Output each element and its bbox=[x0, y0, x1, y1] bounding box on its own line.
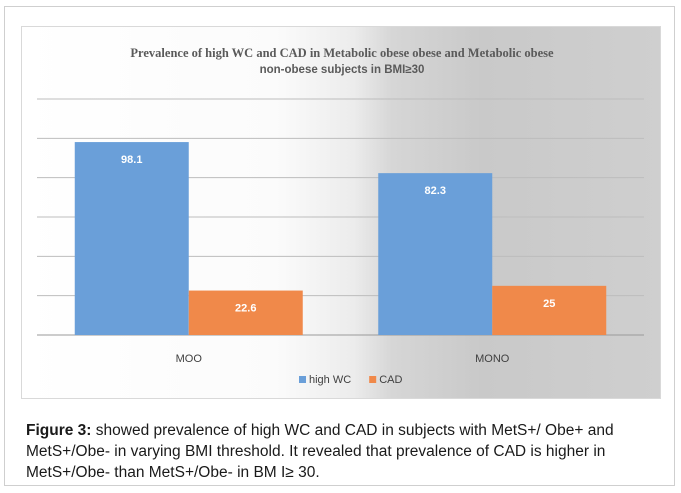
bar-high-wc-mono bbox=[378, 173, 493, 335]
chart-title-line2: non-obese subjects in BMI≥30 bbox=[259, 64, 425, 76]
data-label: 82.3 bbox=[425, 185, 446, 197]
category-label-mono: MONO bbox=[475, 353, 510, 365]
data-label: 25 bbox=[543, 298, 555, 310]
legend-swatch-cad bbox=[369, 376, 377, 383]
legend-label-cad: CAD bbox=[379, 374, 402, 386]
caption-text: showed prevalence of high WC and CAD in … bbox=[26, 422, 614, 481]
caption-label: Figure 3: bbox=[26, 422, 92, 439]
bar-chart: 98.1 22.6 MOO 82.3 25 MONO high WC CAD bbox=[37, 98, 644, 386]
bar-cad-moo bbox=[188, 290, 303, 335]
data-label: 98.1 bbox=[121, 154, 142, 166]
bar-high-wc-moo bbox=[74, 142, 189, 335]
category-label-moo: MOO bbox=[176, 353, 203, 365]
bar-cad-mono bbox=[492, 285, 607, 335]
legend-label-high-wc: high WC bbox=[309, 374, 351, 386]
chart-title: Prevalence of high WC and CAD in Metabol… bbox=[22, 45, 660, 79]
figure-caption: Figure 3: showed prevalence of high WC a… bbox=[26, 420, 666, 483]
legend-swatch-high-wc bbox=[299, 376, 306, 383]
data-label: 22.6 bbox=[235, 303, 256, 315]
chart-area: Prevalence of high WC and CAD in Metabol… bbox=[21, 26, 661, 399]
chart-title-line1: Prevalence of high WC and CAD in Metabol… bbox=[130, 46, 554, 60]
figure-frame: Prevalence of high WC and CAD in Metabol… bbox=[4, 6, 675, 486]
